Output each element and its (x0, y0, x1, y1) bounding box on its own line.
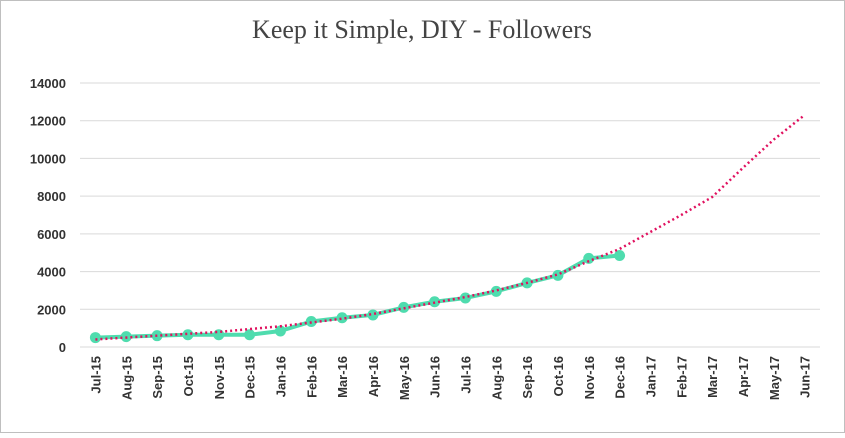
data-point (583, 252, 595, 264)
x-tick-label: Jul-16 (458, 356, 473, 394)
y-tick-label: 6000 (37, 227, 66, 242)
data-point (490, 285, 502, 297)
x-tick-label: Aug-15 (119, 356, 134, 400)
y-tick-label: 8000 (37, 189, 66, 204)
x-tick-label: Apr-17 (736, 356, 751, 397)
x-tick-label: May-16 (397, 356, 412, 400)
x-tick-label: Jun-16 (428, 356, 443, 398)
x-tick-label: May-17 (767, 356, 782, 400)
y-tick-label: 14000 (30, 76, 66, 91)
y-tick-label: 12000 (30, 114, 66, 129)
chart-title: Keep it Simple, DIY - Followers (252, 15, 592, 44)
data-point (182, 329, 194, 341)
y-tick-label: 2000 (37, 302, 66, 317)
x-tick-label: Aug-16 (489, 356, 504, 400)
y-tick-label: 0 (59, 340, 66, 355)
y-tick-label: 10000 (30, 151, 66, 166)
x-tick-label: Jan-16 (273, 356, 288, 397)
data-point (367, 309, 379, 321)
data-point (274, 325, 286, 337)
x-tick-label: Oct-16 (551, 356, 566, 396)
data-point (244, 329, 256, 341)
x-tick-label: Dec-16 (613, 356, 628, 399)
data-point (89, 332, 101, 344)
x-tick-label: Dec-15 (243, 356, 258, 399)
x-tick-label: Nov-15 (212, 356, 227, 399)
x-tick-label: Sep-16 (520, 356, 535, 399)
data-point (213, 329, 225, 341)
data-point (336, 312, 348, 324)
x-tick-label: Jun-17 (798, 356, 813, 398)
x-tick-label: Nov-16 (582, 356, 597, 399)
data-point (459, 292, 471, 304)
x-tick-label: Jan-17 (643, 356, 658, 397)
x-tick-label: Sep-15 (150, 356, 165, 399)
x-tick-label: Apr-16 (366, 356, 381, 397)
x-tick-label: Feb-17 (674, 356, 689, 398)
x-tick-label: Mar-16 (335, 356, 350, 398)
x-tick-label: Feb-16 (304, 356, 319, 398)
x-tick-label: Oct-15 (181, 356, 196, 396)
data-point (552, 269, 564, 281)
y-tick-label: 4000 (37, 265, 66, 280)
trend-line (95, 114, 806, 341)
x-tick-label: Jul-15 (88, 356, 103, 394)
x-tick-label: Mar-17 (705, 356, 720, 398)
data-point (614, 250, 626, 262)
